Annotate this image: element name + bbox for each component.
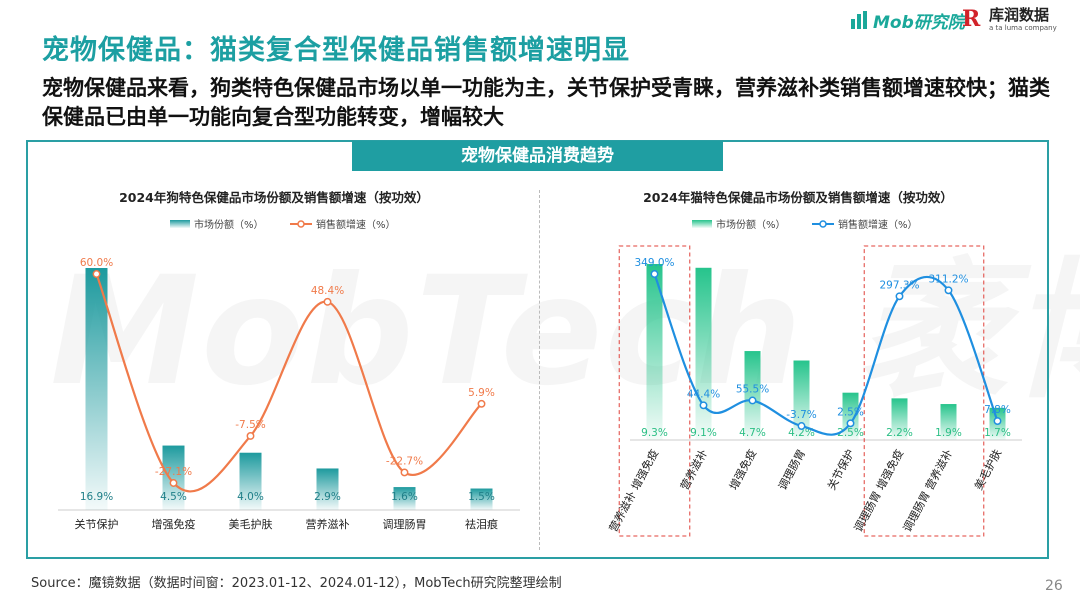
- line-point: [246, 432, 255, 440]
- line-point: [400, 468, 409, 477]
- line-point: [323, 297, 332, 306]
- category-label: 关节保护: [824, 447, 857, 492]
- kuchun-logo-subtext: a ta luma company: [989, 24, 1057, 32]
- legend-line-label: 销售额增速（%）: [838, 218, 918, 231]
- legend-bar-swatch: [170, 220, 190, 228]
- line-label: 349.0%: [634, 257, 674, 269]
- category-label: 美毛护肤: [971, 447, 1004, 492]
- chart-title: 2024年猫特色保健品市场份额及销售额增速（按功效）: [643, 190, 953, 205]
- bar: [470, 488, 493, 510]
- bar-label: 1.5%: [468, 491, 495, 503]
- legend-line-label: 销售额增速（%）: [316, 218, 396, 231]
- line-point: [748, 396, 757, 405]
- bar: [393, 487, 416, 510]
- highlight-box-combined: [618, 245, 691, 537]
- kuchun-logo: R 库润数据 a ta luma company: [962, 7, 1057, 33]
- panel-header: 宠物保健品消费趋势: [352, 141, 723, 171]
- bar: [940, 404, 957, 440]
- bar-label: 4.0%: [237, 491, 264, 503]
- bar-label: 2.9%: [314, 491, 341, 503]
- mob-logo-icon: [851, 11, 869, 29]
- line-label: 60.0%: [80, 257, 113, 269]
- line-label: 7.8%: [984, 404, 1011, 416]
- line-label: 311.2%: [928, 273, 968, 285]
- line-point: [944, 286, 953, 295]
- category-label: 调理肠胃: [383, 518, 427, 531]
- page-title: 宠物保健品：猫类复合型保健品销售额增速明显: [42, 35, 630, 66]
- bar: [744, 351, 761, 440]
- bar-label: 4.2%: [788, 427, 815, 439]
- line-point: [895, 292, 904, 301]
- line-label: 48.4%: [311, 285, 344, 297]
- line-label: 297.3%: [879, 279, 919, 291]
- bar: [239, 452, 262, 510]
- line-point: [477, 399, 486, 408]
- legend-line-marker: [819, 220, 827, 228]
- bar-label: 1.7%: [984, 427, 1011, 439]
- line-point: [92, 270, 101, 278]
- category-label: 营养滋补: [306, 517, 350, 531]
- mob-logo: Mob研究院: [851, 7, 965, 33]
- bar-label: 2.2%: [886, 427, 913, 439]
- source-note: Source：魔镜数据（数据时间窗：2023.01-12、2024.01-12）…: [31, 576, 562, 591]
- bar-label: 1.9%: [935, 427, 962, 439]
- line-label: 2.5%: [837, 406, 864, 418]
- line-point: [650, 270, 659, 278]
- line-point: [846, 419, 855, 428]
- line-label: -7.5%: [235, 419, 265, 431]
- page-number: 26: [1045, 578, 1063, 594]
- category-label: 营养滋补 增强免疫: [606, 447, 661, 534]
- line-label: 55.5%: [736, 383, 769, 395]
- category-label: 调理肠胃: [776, 447, 808, 492]
- line-label: -27.1%: [155, 466, 192, 478]
- chart-title: 2024年狗特色保健品市场份额及销售额增速（按功效）: [119, 190, 429, 205]
- legend-bar-label: 市场份额（%）: [716, 218, 786, 231]
- legend-bar-label: 市场份额（%）: [194, 218, 264, 231]
- category-label: 营养滋补: [677, 447, 710, 492]
- bar-label: 16.9%: [80, 491, 113, 503]
- bar: [891, 398, 908, 440]
- category-label: 关节保护: [75, 517, 119, 531]
- line-point: [169, 479, 178, 487]
- line-label: -22.7%: [386, 455, 423, 467]
- legend-line-marker: [297, 220, 305, 228]
- kuchun-logo-text: 库润数据: [989, 6, 1050, 24]
- chart-divider: [539, 190, 540, 550]
- category-label: 增强免疫: [152, 517, 196, 531]
- bar-label: 9.3%: [641, 427, 668, 439]
- line-label: 5.9%: [468, 387, 495, 399]
- kuchun-logo-icon: R: [962, 6, 981, 32]
- page-subtitle: 宠物保健品来看，狗类特色保健品市场以单一功能为主，关节保护受青睐，营养滋补类销售…: [42, 76, 1050, 129]
- line-point: [699, 401, 708, 410]
- bar: [695, 267, 712, 440]
- category-label: 增强免疫: [726, 447, 759, 492]
- line-label: 44.4%: [687, 388, 720, 400]
- category-label: 祛泪痕: [465, 517, 498, 531]
- bar: [316, 468, 339, 510]
- bar-label: 1.6%: [391, 491, 418, 503]
- category-label: 美毛护肤: [229, 517, 273, 531]
- mob-logo-text: Mob研究院: [873, 12, 965, 33]
- bar: [162, 445, 185, 510]
- bar: [646, 264, 663, 440]
- bar: [793, 360, 810, 440]
- line-point: [993, 417, 1002, 425]
- series-line: [95, 273, 483, 493]
- legend-bar-swatch: [692, 220, 712, 228]
- line-point: [797, 422, 806, 430]
- bar-label: 4.5%: [160, 491, 187, 503]
- category-label: 调理肠胃 营养滋补: [900, 447, 955, 534]
- bar: [85, 268, 108, 510]
- bar-label: 4.7%: [739, 427, 766, 439]
- line-label: -3.7%: [786, 409, 816, 421]
- bar-label: 9.1%: [690, 427, 717, 439]
- category-label: 调理肠胃 增强免疫: [851, 447, 906, 534]
